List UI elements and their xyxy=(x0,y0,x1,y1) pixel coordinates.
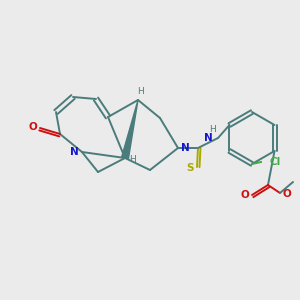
Text: O: O xyxy=(283,189,291,199)
Text: H: H xyxy=(210,125,216,134)
Text: O: O xyxy=(28,122,38,132)
Text: N: N xyxy=(181,143,189,153)
Text: N: N xyxy=(70,147,78,157)
Polygon shape xyxy=(122,100,138,159)
Text: S: S xyxy=(186,163,194,173)
Text: Cl: Cl xyxy=(269,157,280,167)
Text: N: N xyxy=(204,133,212,143)
Text: O: O xyxy=(241,190,249,200)
Text: H: H xyxy=(129,155,135,164)
Text: H: H xyxy=(138,86,144,95)
